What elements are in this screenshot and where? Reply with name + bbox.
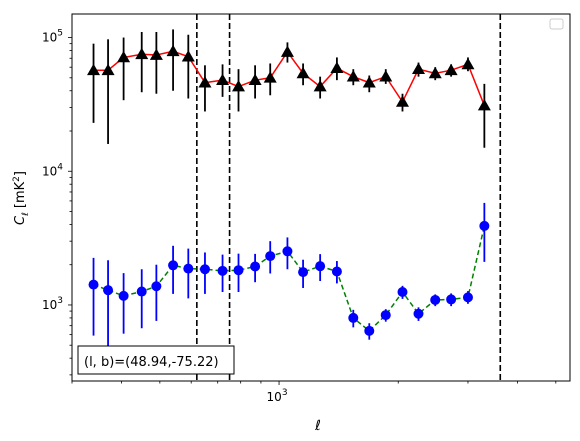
x-tick-label: 103 [267, 388, 288, 404]
data-point [430, 294, 441, 305]
y-tick-label: 103 [42, 296, 63, 312]
data-point [397, 287, 408, 298]
data-point [168, 260, 179, 271]
data-point [413, 308, 424, 319]
data-point [250, 261, 261, 272]
series-line-1 [93, 225, 486, 332]
data-point [149, 48, 163, 60]
data-point [379, 70, 393, 82]
data-point [346, 70, 360, 82]
data-point [462, 292, 473, 303]
data-point [444, 63, 458, 76]
data-point [364, 325, 375, 336]
data-point [380, 310, 391, 321]
data-point [296, 66, 310, 79]
data-point [136, 286, 147, 297]
data-point [446, 294, 457, 305]
data-point [298, 267, 309, 278]
data-point [395, 95, 409, 107]
data-point [313, 80, 327, 92]
data-point [135, 47, 149, 60]
data-point [217, 265, 228, 276]
data-point [282, 246, 293, 257]
data-point [151, 281, 162, 292]
svg-text:Cℓ [mK2]: Cℓ [mK2] [12, 171, 31, 225]
data-point [101, 63, 115, 76]
data-point [461, 57, 475, 70]
data-point [411, 62, 425, 75]
data-point [428, 66, 442, 79]
data-point [87, 63, 101, 76]
y-axis-label: Cℓ [mK2] [12, 171, 31, 225]
data-point [183, 263, 194, 274]
y-tick-label: 104 [42, 162, 63, 178]
data-point [248, 73, 262, 86]
axes-frame [71, 13, 571, 382]
data-point [280, 45, 294, 57]
legend-box [549, 18, 564, 30]
data-point [479, 220, 490, 231]
annotation-box: (l, b)=(48.94,-75.22) [77, 345, 235, 375]
data-point [216, 73, 230, 86]
data-point [265, 251, 276, 262]
data-point [331, 266, 342, 277]
data-point [118, 290, 129, 301]
x-axis-label: ℓ [314, 418, 321, 434]
y-tick-label: 105 [42, 29, 63, 45]
data-point [117, 50, 131, 63]
data-point [181, 50, 195, 62]
data-point [88, 279, 99, 290]
data-point [477, 99, 491, 111]
annotation-text: (l, b)=(48.94,-75.22) [84, 355, 219, 370]
data-point [198, 76, 212, 88]
data-point [330, 61, 344, 74]
data-point [233, 265, 244, 276]
data-point [232, 80, 246, 92]
data-point [263, 71, 277, 83]
data-point [348, 312, 359, 323]
data-point [199, 264, 210, 275]
plot-area [87, 14, 502, 381]
axis-ticks: 103 103 104 105 [42, 29, 557, 404]
data-point [103, 285, 114, 296]
data-point [362, 76, 376, 88]
data-point [166, 44, 180, 57]
data-point [315, 261, 326, 272]
